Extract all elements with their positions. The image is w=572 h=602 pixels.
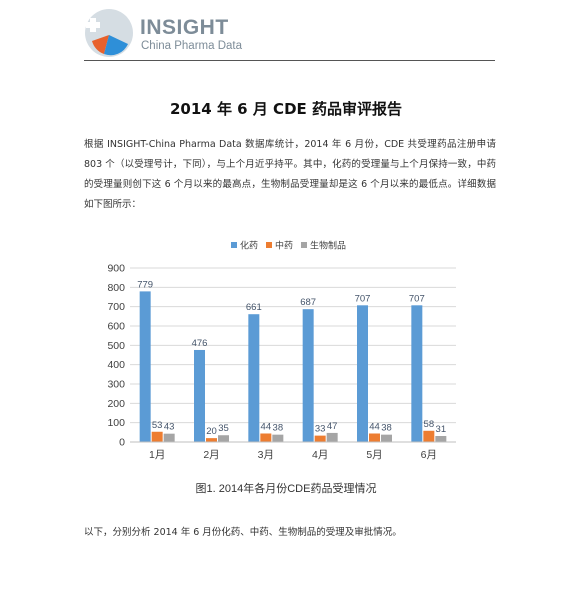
- bar: [381, 434, 392, 442]
- x-tick-label: 1月: [149, 449, 165, 461]
- legend-label: 化药: [240, 240, 258, 251]
- bar: [326, 432, 338, 442]
- bar: [369, 433, 380, 442]
- x-tick-label: 5月: [366, 449, 382, 461]
- data-label: 476: [192, 338, 208, 349]
- x-tick-label: 2月: [203, 449, 219, 461]
- bar: [163, 433, 175, 442]
- bar: [151, 431, 163, 442]
- bar: [357, 305, 368, 442]
- intro-paragraph: 根据 INSIGHT-China Pharma Data 数据库统计，2014 …: [84, 139, 496, 210]
- bar: [218, 435, 229, 442]
- bar: [206, 438, 217, 442]
- bar: [411, 305, 423, 442]
- bar: [423, 430, 435, 442]
- data-label: 33: [315, 424, 326, 435]
- legend-swatch: [231, 242, 237, 248]
- y-tick-label: 300: [107, 379, 125, 391]
- y-tick-label: 100: [107, 417, 125, 429]
- data-label: 31: [436, 424, 447, 435]
- data-label: 47: [327, 421, 338, 432]
- brand-name: INSIGHT: [140, 16, 229, 39]
- bar: [248, 314, 260, 442]
- header-divider: [84, 60, 495, 61]
- data-label: 38: [273, 423, 284, 434]
- data-label: 38: [381, 423, 392, 434]
- page-title: 2014 年 6 月 CDE 药品审评报告: [169, 100, 402, 118]
- data-label: 687: [300, 297, 316, 308]
- bar: [314, 435, 326, 442]
- data-label: 44: [369, 421, 380, 432]
- data-label: 44: [261, 421, 272, 432]
- y-tick-label: 800: [107, 282, 125, 294]
- y-tick-label: 500: [107, 340, 125, 352]
- y-tick-label: 0: [119, 437, 125, 449]
- legend-swatch: [266, 242, 272, 248]
- legend-label: 生物制品: [310, 240, 346, 251]
- closing-paragraph: 以下，分别分析 2014 年 6 月份化药、中药、生物制品的受理及审批情况。: [84, 527, 402, 538]
- data-label: 661: [246, 302, 262, 313]
- data-label: 20: [206, 426, 217, 437]
- y-tick-label: 700: [107, 301, 125, 313]
- brand-subtitle: China Pharma Data: [141, 40, 242, 52]
- y-tick-label: 400: [107, 359, 125, 371]
- bar-chart: 0 100 200 300 400 500 600 700 800 900 化药 中药 生物制品 779 5…: [107, 240, 456, 495]
- bar: [272, 434, 284, 442]
- y-tick-label: 600: [107, 321, 125, 333]
- bar: [194, 349, 205, 442]
- data-label: 43: [164, 422, 175, 433]
- data-label: 35: [218, 423, 229, 434]
- x-tick-label: 4月: [312, 449, 328, 461]
- data-label: 58: [424, 419, 435, 430]
- data-label: 53: [152, 420, 163, 431]
- data-label: 707: [409, 293, 425, 304]
- x-tick-label: 3月: [258, 449, 274, 461]
- bar: [260, 433, 272, 442]
- y-tick-label: 200: [107, 398, 125, 410]
- x-tick-label: 6月: [421, 449, 437, 461]
- data-label: 779: [137, 279, 153, 290]
- bar: [435, 436, 447, 442]
- insight-logo-icon: [85, 9, 133, 57]
- bar: [139, 291, 151, 442]
- legend-swatch: [301, 242, 307, 248]
- chart-caption: 图1. 2014年各月份CDE药品受理情况: [196, 481, 377, 495]
- y-tick-label: 900: [107, 263, 125, 275]
- bar: [302, 309, 314, 442]
- data-label: 707: [355, 293, 371, 304]
- legend-label: 中药: [275, 240, 293, 251]
- logo: INSIGHT China Pharma Data: [84, 8, 504, 60]
